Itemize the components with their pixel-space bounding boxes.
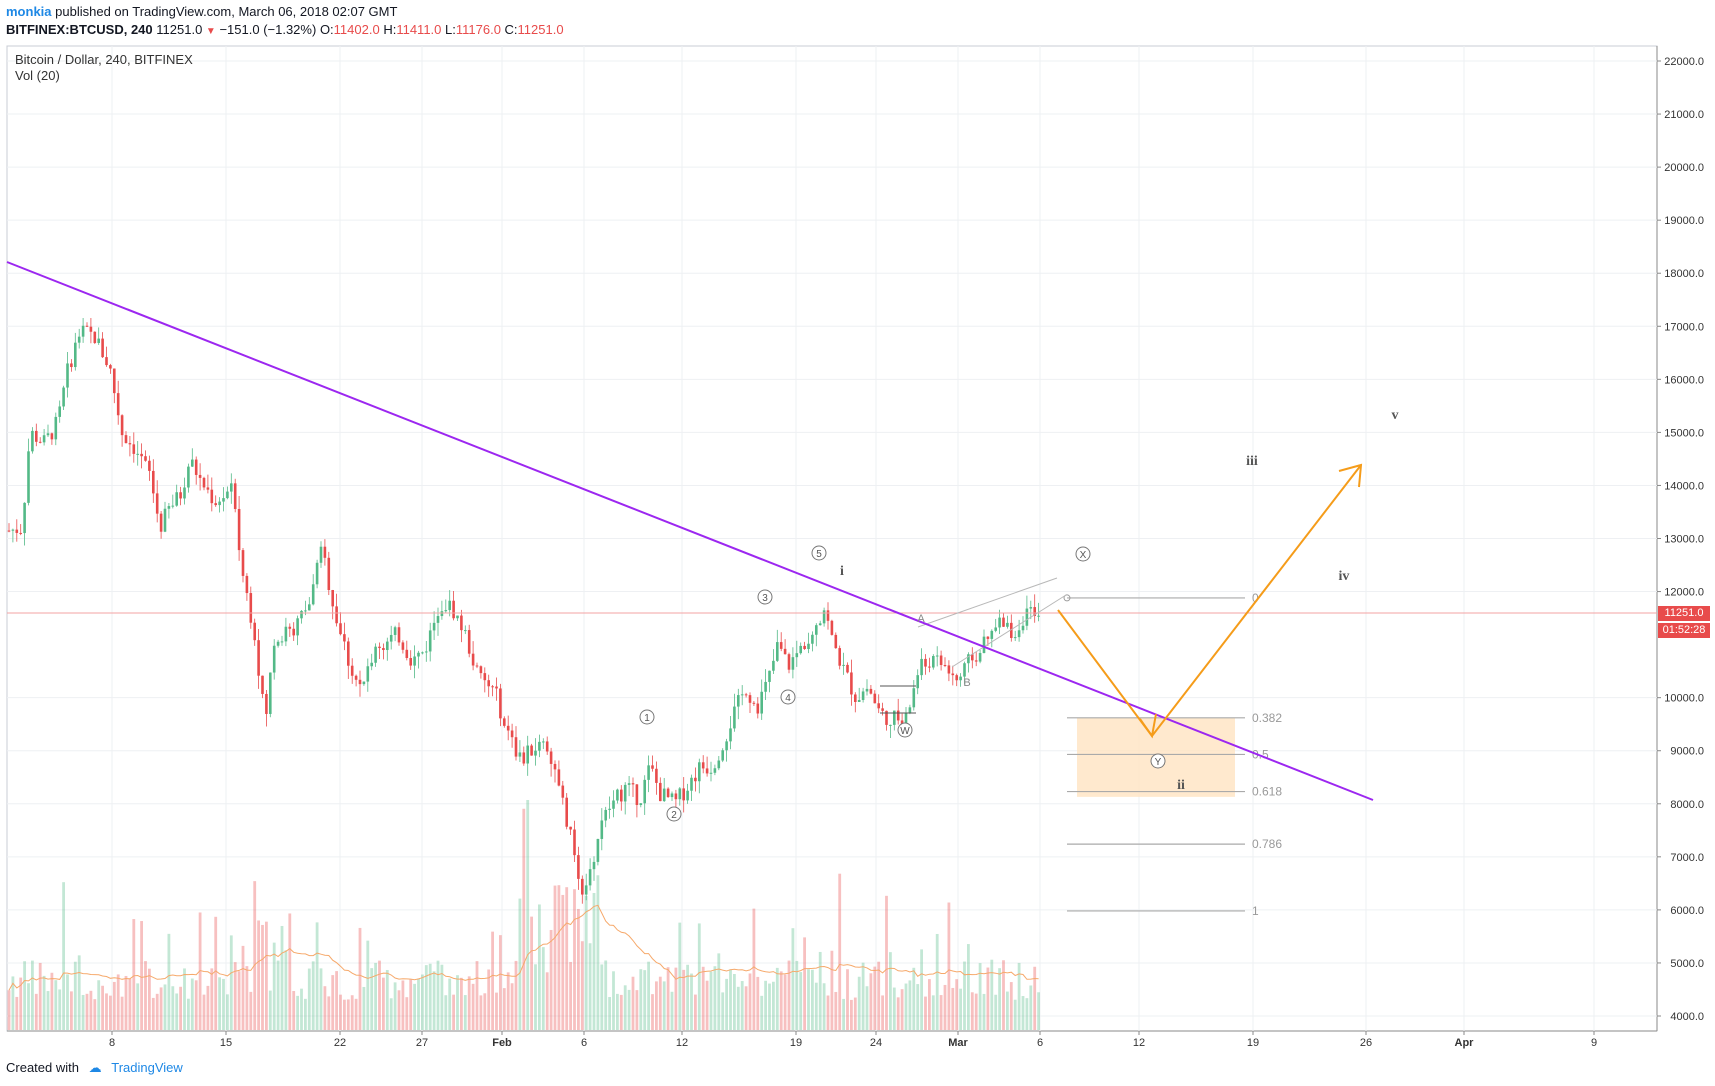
time-label: 15	[220, 1037, 232, 1049]
projection-arrows[interactable]	[1057, 463, 1363, 739]
trendline[interactable]	[6, 261, 1374, 801]
fib-level-label: 0.786	[1252, 837, 1282, 851]
fib-retracement: 0 0.382 0.5 0.618 0.786 1	[1063, 591, 1282, 918]
rising-wedge	[880, 577, 1067, 714]
fib-level-label: 0	[1252, 591, 1259, 605]
price-label: 9000.0	[1670, 746, 1704, 758]
circled-wave-label: W	[900, 726, 910, 737]
abc-label: B	[963, 677, 970, 689]
price-label: 17000.0	[1664, 321, 1704, 333]
circled-wave-label: 4	[785, 693, 791, 704]
price-label: 13000.0	[1664, 534, 1704, 546]
tradingview-brand[interactable]: TradingView	[111, 1060, 183, 1075]
grid-lines	[7, 46, 1657, 1031]
countdown-tag: 01:52:28	[1658, 623, 1710, 638]
high-label: H:	[383, 22, 397, 37]
published-text: published on TradingView.com, March 06, …	[55, 4, 398, 19]
time-label: 6	[581, 1037, 587, 1049]
time-label: Apr	[1455, 1037, 1475, 1049]
abc-label: A	[917, 613, 925, 625]
time-label: 9	[1591, 1037, 1597, 1049]
fib-level-label: 1	[1252, 904, 1259, 918]
time-label: 12	[1133, 1037, 1145, 1049]
time-label: 19	[790, 1037, 802, 1049]
price-label: 5000.0	[1670, 958, 1704, 970]
author-link[interactable]: monkia	[6, 4, 52, 19]
time-axis-labels: 8 15 22 27 Feb 6 12 19 24 Mar 6 12 19 26 Apr 9	[109, 1031, 1597, 1049]
wave-label: i	[840, 564, 844, 579]
last-price: 11251.0	[156, 22, 203, 37]
down-arrow-icon: ▼	[205, 26, 216, 37]
price-label: 22000.0	[1664, 56, 1704, 68]
open-label: O:	[319, 22, 334, 37]
last-price-tag: 11251.0	[1658, 606, 1710, 621]
close-value: 11251.0	[517, 22, 564, 37]
price-label: 7000.0	[1670, 852, 1704, 864]
symbol-line: BITFINEX:BTCUSD, 240 11251.0 ▼ −151.0 (−…	[6, 22, 564, 40]
circled-wave-label: 5	[816, 549, 822, 560]
price-label: 4000.0	[1670, 1011, 1704, 1023]
footer: Created with ☁ TradingView	[6, 1060, 183, 1076]
time-label: Mar	[948, 1037, 968, 1049]
price-change: −151.0 (−1.32%)	[219, 22, 317, 37]
price-label: 14000.0	[1664, 480, 1704, 492]
chart-header: monkia published on TradingView.com, Mar…	[0, 0, 1715, 44]
circled-wave-label: Y	[1155, 757, 1162, 768]
circled-wave-label: 3	[762, 593, 768, 604]
price-label: 21000.0	[1664, 109, 1704, 121]
time-label: 12	[676, 1037, 688, 1049]
created-with-text: Created with	[6, 1060, 79, 1075]
price-axis-labels: 22000.0 21000.0 20000.0 19000.0 18000.0 17000…	[1657, 56, 1704, 1023]
price-label: 19000.0	[1664, 215, 1704, 227]
price-label: 6000.0	[1670, 905, 1704, 917]
time-label: 26	[1360, 1037, 1372, 1049]
price-label: 8000.0	[1670, 799, 1704, 811]
wave-label: ii	[1177, 778, 1185, 793]
fib-level-label: 0.382	[1252, 711, 1282, 725]
legend-indicator[interactable]: Vol (20)	[15, 68, 60, 83]
wave-label: iii	[1246, 454, 1258, 469]
wave-label: iv	[1339, 569, 1350, 584]
fib-level-label: 0.5	[1252, 747, 1269, 761]
price-label: 12000.0	[1664, 587, 1704, 599]
time-label: 19	[1247, 1037, 1259, 1049]
circled-wave-label: 1	[644, 713, 650, 724]
volume-bars	[7, 800, 1040, 1030]
time-label: 22	[334, 1037, 346, 1049]
price-label: 15000.0	[1664, 427, 1704, 439]
time-label: 24	[870, 1037, 882, 1049]
symbol-name: BITFINEX:BTCUSD, 240	[6, 22, 153, 37]
price-label: 18000.0	[1664, 268, 1704, 280]
chart-legend: Bitcoin / Dollar, 240, BITFINEX Vol (20)	[15, 52, 193, 84]
low-value: 11176.0	[455, 22, 501, 37]
price-label: 20000.0	[1664, 162, 1704, 174]
time-label: 27	[416, 1037, 428, 1049]
wave-label: v	[1392, 408, 1399, 423]
time-label: 8	[109, 1037, 115, 1049]
price-label: 10000.0	[1664, 693, 1704, 705]
legend-title: Bitcoin / Dollar, 240, BITFINEX	[15, 52, 193, 67]
volume-ma-line	[8, 904, 1039, 991]
high-value: 11411.0	[396, 22, 442, 37]
time-label: Feb	[492, 1037, 512, 1049]
open-value: 11402.0	[333, 22, 380, 37]
time-label: 6	[1037, 1037, 1043, 1049]
candlesticks	[7, 317, 1040, 904]
low-label: L:	[445, 22, 456, 37]
circled-wave-label: 2	[671, 810, 677, 821]
price-label: 16000.0	[1664, 374, 1704, 386]
close-label: C:	[504, 22, 518, 37]
fib-level-label: 0.618	[1252, 785, 1282, 799]
tradingview-logo-icon[interactable]: ☁	[88, 1060, 102, 1075]
publish-line: monkia published on TradingView.com, Mar…	[6, 4, 397, 20]
circled-wave-label: X	[1080, 550, 1087, 561]
